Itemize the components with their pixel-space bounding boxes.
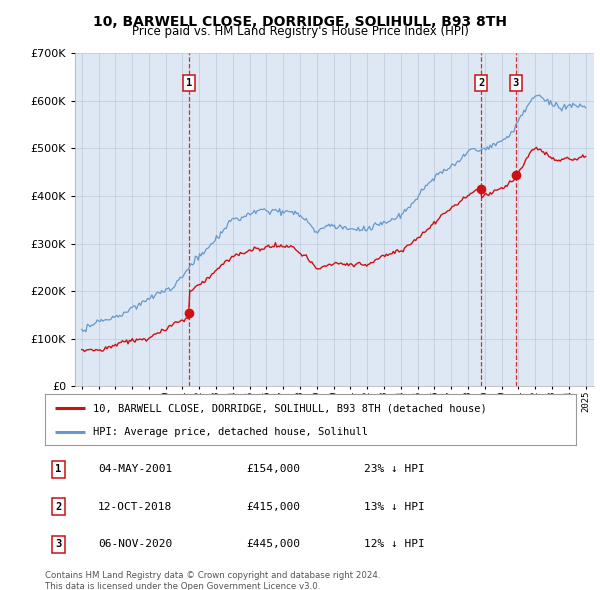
Text: 1: 1 bbox=[55, 464, 61, 474]
Text: 2: 2 bbox=[55, 502, 61, 512]
Text: 06-NOV-2020: 06-NOV-2020 bbox=[98, 539, 172, 549]
Text: 23% ↓ HPI: 23% ↓ HPI bbox=[364, 464, 424, 474]
Text: 13% ↓ HPI: 13% ↓ HPI bbox=[364, 502, 424, 512]
Text: Contains HM Land Registry data © Crown copyright and database right 2024.
This d: Contains HM Land Registry data © Crown c… bbox=[45, 571, 380, 590]
Text: 10, BARWELL CLOSE, DORRIDGE, SOLIHULL, B93 8TH: 10, BARWELL CLOSE, DORRIDGE, SOLIHULL, B… bbox=[93, 15, 507, 29]
Text: 1: 1 bbox=[185, 78, 192, 88]
Text: 12-OCT-2018: 12-OCT-2018 bbox=[98, 502, 172, 512]
Text: £445,000: £445,000 bbox=[247, 539, 301, 549]
Text: 04-MAY-2001: 04-MAY-2001 bbox=[98, 464, 172, 474]
Text: £154,000: £154,000 bbox=[247, 464, 301, 474]
Text: 10, BARWELL CLOSE, DORRIDGE, SOLIHULL, B93 8TH (detached house): 10, BARWELL CLOSE, DORRIDGE, SOLIHULL, B… bbox=[93, 403, 487, 413]
Text: HPI: Average price, detached house, Solihull: HPI: Average price, detached house, Soli… bbox=[93, 428, 368, 437]
Text: Price paid vs. HM Land Registry's House Price Index (HPI): Price paid vs. HM Land Registry's House … bbox=[131, 25, 469, 38]
Text: 2: 2 bbox=[478, 78, 484, 88]
Text: 3: 3 bbox=[55, 539, 61, 549]
Text: 3: 3 bbox=[512, 78, 519, 88]
Text: £415,000: £415,000 bbox=[247, 502, 301, 512]
Text: 12% ↓ HPI: 12% ↓ HPI bbox=[364, 539, 424, 549]
